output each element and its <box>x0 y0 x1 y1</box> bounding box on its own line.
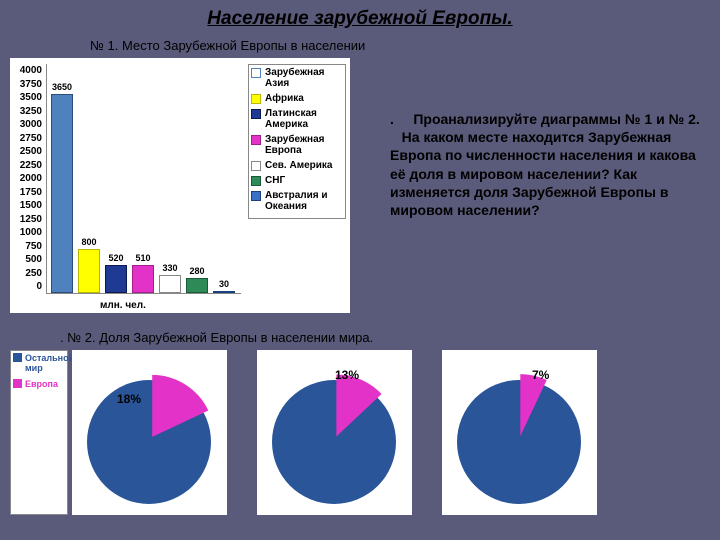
pie-legend-swatch <box>13 379 22 388</box>
pie-legend-swatch <box>13 353 22 362</box>
legend-row: Африка <box>251 93 343 104</box>
legend-label: Австралия и Океания <box>265 190 343 212</box>
bar-label: 280 <box>186 266 208 276</box>
bar-chart: 4000375035003250300027502500225020001750… <box>10 58 350 313</box>
pie-row: Остальной мир Европа 18% 13% 7% <box>10 350 710 515</box>
y-tick: 3250 <box>12 105 42 119</box>
pie-legend-row: Остальной мир <box>13 353 65 373</box>
legend-row: Австралия и Океания <box>251 190 343 212</box>
pie-pct-label: 18% <box>117 392 141 406</box>
subtitle-2: . № 2. Доля Зарубежной Европы в населени… <box>60 330 373 345</box>
bar <box>213 291 235 293</box>
legend-row: Зарубежная Европа <box>251 134 343 156</box>
y-tick: 250 <box>12 267 42 281</box>
legend-swatch <box>251 94 261 104</box>
legend-label: Латинская Америка <box>265 108 343 130</box>
legend-swatch <box>251 176 261 186</box>
y-tick: 500 <box>12 253 42 267</box>
legend-swatch <box>251 161 261 171</box>
pie-block-1: Остальной мир Европа 18% <box>10 350 257 515</box>
legend-row: Зарубежная Азия <box>251 67 343 89</box>
legend-label: Африка <box>265 93 304 104</box>
bar <box>78 249 100 293</box>
x-label: млн. чел. <box>100 300 146 311</box>
y-tick: 3750 <box>12 78 42 92</box>
legend-label: Сев. Америка <box>265 160 333 171</box>
y-tick: 0 <box>12 280 42 294</box>
y-tick: 1500 <box>12 199 42 213</box>
pie-3: 7% <box>442 350 597 515</box>
bar-label: 800 <box>78 237 100 247</box>
legend-label: Зарубежная Азия <box>265 67 343 89</box>
y-tick: 2750 <box>12 132 42 146</box>
pie-2: 13% <box>257 350 412 515</box>
legend-swatch <box>251 135 261 145</box>
y-tick: 750 <box>12 240 42 254</box>
bar <box>132 265 154 293</box>
pie-legend-label: Европа <box>25 379 58 389</box>
plot-area: 3650 800 520 510 330 280 30 <box>46 64 241 294</box>
pie-svg <box>72 350 227 515</box>
bar <box>51 94 73 293</box>
pie-svg <box>442 350 597 515</box>
bar-label: 3650 <box>51 82 73 92</box>
bar-label: 520 <box>105 253 127 263</box>
y-tick: 2250 <box>12 159 42 173</box>
bar <box>186 278 208 293</box>
pie-pct-label: 13% <box>335 368 359 382</box>
pie-legend: Остальной мир Европа <box>10 350 68 515</box>
legend-row: Сев. Америка <box>251 160 343 171</box>
y-tick: 2000 <box>12 172 42 186</box>
y-tick: 3000 <box>12 118 42 132</box>
bar <box>159 275 181 293</box>
y-tick: 3500 <box>12 91 42 105</box>
bar-label: 330 <box>159 263 181 273</box>
bar-label: 30 <box>213 279 235 289</box>
y-tick: 1000 <box>12 226 42 240</box>
y-tick: 2500 <box>12 145 42 159</box>
y-tick: 1750 <box>12 186 42 200</box>
legend-label: Зарубежная Европа <box>265 134 343 156</box>
legend-swatch <box>251 191 261 201</box>
legend-row: Латинская Америка <box>251 108 343 130</box>
page-title: Население зарубежной Европы. <box>0 0 720 30</box>
task-bullet: . <box>390 111 394 127</box>
pie-legend-label: Остальной мир <box>25 353 74 373</box>
y-tick: 1250 <box>12 213 42 227</box>
bar-label: 510 <box>132 253 154 263</box>
y-tick: 4000 <box>12 64 42 78</box>
legend-swatch <box>251 68 261 78</box>
top-row: 4000375035003250300027502500225020001750… <box>10 58 350 313</box>
task-line2: На каком месте находится Зарубежная Евро… <box>390 129 696 218</box>
legend-swatch <box>251 109 261 119</box>
task-line1: Проанализируйте диаграммы № 1 и № 2. <box>413 111 699 127</box>
task-text: . Проанализируйте диаграммы № 1 и № 2. Н… <box>390 110 700 219</box>
legend-label: СНГ <box>265 175 285 186</box>
pie-legend-row: Европа <box>13 379 65 389</box>
bar <box>105 265 127 293</box>
pie-pct-label: 7% <box>532 368 549 382</box>
bar-legend: Зарубежная Азия Африка Латинская Америка За… <box>248 64 346 219</box>
legend-row: СНГ <box>251 175 343 186</box>
y-axis: 4000375035003250300027502500225020001750… <box>12 64 42 294</box>
pie-1: 18% <box>72 350 227 515</box>
